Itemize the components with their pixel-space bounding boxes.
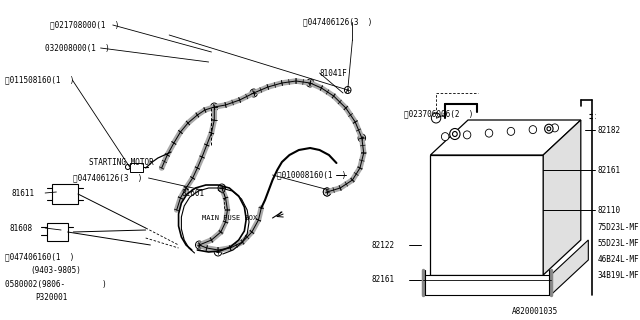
Circle shape: [452, 132, 457, 137]
Text: ⒲010008160(1  ): ⒲010008160(1 ): [277, 171, 347, 180]
Circle shape: [323, 188, 331, 196]
Circle shape: [529, 126, 536, 134]
Text: MAIN FUSE BOX: MAIN FUSE BOX: [202, 215, 257, 221]
Bar: [52, 184, 78, 204]
Circle shape: [545, 124, 553, 133]
Text: Ⓝ021708000(1  ): Ⓝ021708000(1 ): [50, 20, 119, 29]
Bar: [47, 223, 68, 241]
Circle shape: [218, 184, 225, 192]
Circle shape: [250, 89, 257, 97]
Circle shape: [344, 86, 351, 93]
Text: 82110: 82110: [598, 205, 621, 214]
Polygon shape: [431, 120, 580, 155]
Text: 0580002(9806-        ): 0580002(9806- ): [4, 279, 106, 289]
Bar: [423, 275, 551, 295]
Circle shape: [507, 127, 515, 135]
Circle shape: [450, 129, 460, 140]
Text: Ⓞ047406126(3  ): Ⓞ047406126(3 ): [303, 18, 372, 27]
Text: 81601: 81601: [181, 188, 205, 197]
Text: ⒲011508160(1  ): ⒲011508160(1 ): [4, 76, 74, 84]
Text: 82161: 82161: [598, 165, 621, 174]
Circle shape: [323, 188, 331, 196]
Text: 82161: 82161: [371, 276, 394, 284]
Text: 032008000(1  ): 032008000(1 ): [45, 44, 110, 52]
Circle shape: [358, 134, 365, 142]
Text: 82122: 82122: [371, 241, 394, 250]
Text: 82182: 82182: [598, 125, 621, 134]
Circle shape: [551, 124, 559, 132]
Text: 81608: 81608: [10, 223, 33, 233]
Circle shape: [195, 241, 203, 249]
Text: P320001: P320001: [36, 293, 68, 302]
Text: 46B24L-MF: 46B24L-MF: [598, 254, 639, 263]
Circle shape: [485, 129, 493, 137]
Text: 34B19L-MF: 34B19L-MF: [598, 270, 639, 279]
Circle shape: [463, 131, 471, 139]
Polygon shape: [543, 120, 580, 275]
Circle shape: [307, 79, 314, 87]
Circle shape: [214, 248, 222, 256]
Text: 55D23L-MF: 55D23L-MF: [598, 238, 639, 247]
Text: STARTING MOTOR: STARTING MOTOR: [90, 157, 154, 166]
Text: 75D23L-MF: 75D23L-MF: [598, 222, 639, 231]
Circle shape: [125, 164, 130, 170]
Text: Ⓞ047406126(3  ): Ⓞ047406126(3 ): [74, 173, 143, 182]
Text: (9403-9805): (9403-9805): [30, 267, 81, 276]
Text: 81611: 81611: [12, 188, 35, 197]
Bar: [130, 163, 143, 172]
Text: A820001035: A820001035: [512, 308, 559, 316]
Circle shape: [547, 127, 551, 131]
Text: 81041F: 81041F: [319, 68, 348, 77]
Text: Ⓞ047406160(1  ): Ⓞ047406160(1 ): [4, 252, 74, 261]
Bar: [431, 155, 543, 275]
Circle shape: [211, 103, 218, 111]
Circle shape: [431, 113, 441, 123]
Polygon shape: [551, 240, 588, 295]
Circle shape: [442, 132, 449, 140]
Text: Ⓝ023706006(2  ): Ⓝ023706006(2 ): [404, 109, 474, 118]
